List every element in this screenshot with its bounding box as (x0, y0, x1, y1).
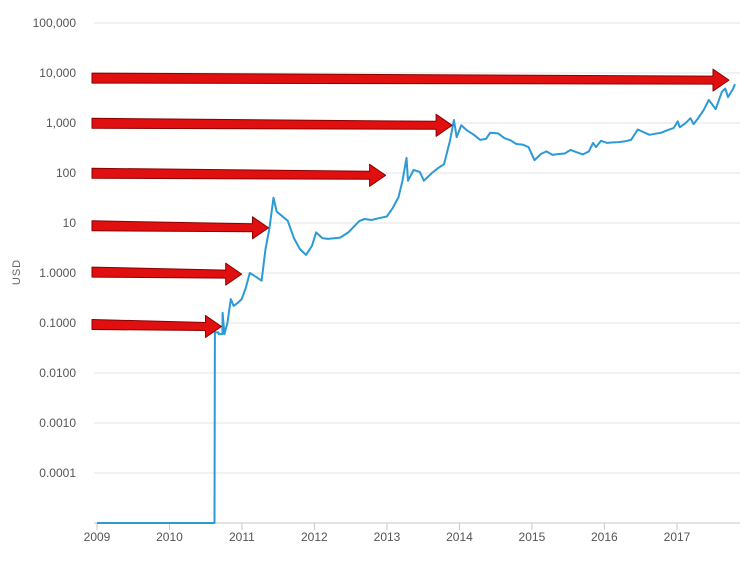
y-tick-label: 10,000 (39, 66, 76, 80)
red-arrow (91, 163, 387, 187)
y-tick-label: 1,000 (46, 116, 76, 130)
red-arrow (91, 216, 269, 240)
y-tick-label: 100 (56, 166, 76, 180)
x-tick-label: 2016 (591, 530, 618, 544)
x-tick-label: 2009 (84, 530, 111, 544)
x-axis-ticks: 2009 2010 2011 2012 2013 2014 2015 2016 2017 (84, 523, 691, 544)
x-tick-label: 2012 (301, 530, 328, 544)
x-tick-label: 2011 (229, 530, 255, 544)
y-tick-label: 100,000 (33, 16, 77, 30)
y-tick-label: 0.0001 (39, 466, 76, 480)
price-series (97, 83, 736, 524)
y-tick-label: 0.0100 (39, 366, 76, 380)
y-tick-label: 1.0000 (39, 266, 76, 280)
x-tick-label: 2013 (374, 530, 401, 544)
x-tick-label: 2010 (156, 530, 183, 544)
y-tick-label: 0.1000 (39, 316, 76, 330)
arrow-shape (91, 262, 243, 286)
red-arrow (91, 315, 222, 338)
red-arrow (91, 262, 243, 286)
arrow-shape (91, 163, 387, 187)
x-tick-label: 2014 (446, 530, 473, 544)
x-tick-label: 2015 (519, 530, 546, 544)
arrow-shape (91, 216, 269, 240)
y-axis-ticks: 100,000 10,000 1,000 100 10 1.0000 0.1000 0.010… (33, 16, 77, 480)
y-tick-label: 0.0010 (39, 416, 76, 430)
x-tick-label: 2017 (664, 530, 691, 544)
y-tick-label: 10 (63, 216, 77, 230)
arrow-shape (91, 315, 222, 338)
red-arrow (91, 113, 453, 137)
arrow-shape (91, 68, 730, 92)
annotation-arrows (91, 68, 730, 338)
y-axis-title: USD (11, 259, 23, 285)
red-arrow (91, 68, 730, 92)
arrow-shape (91, 113, 453, 137)
series-line (97, 83, 736, 524)
